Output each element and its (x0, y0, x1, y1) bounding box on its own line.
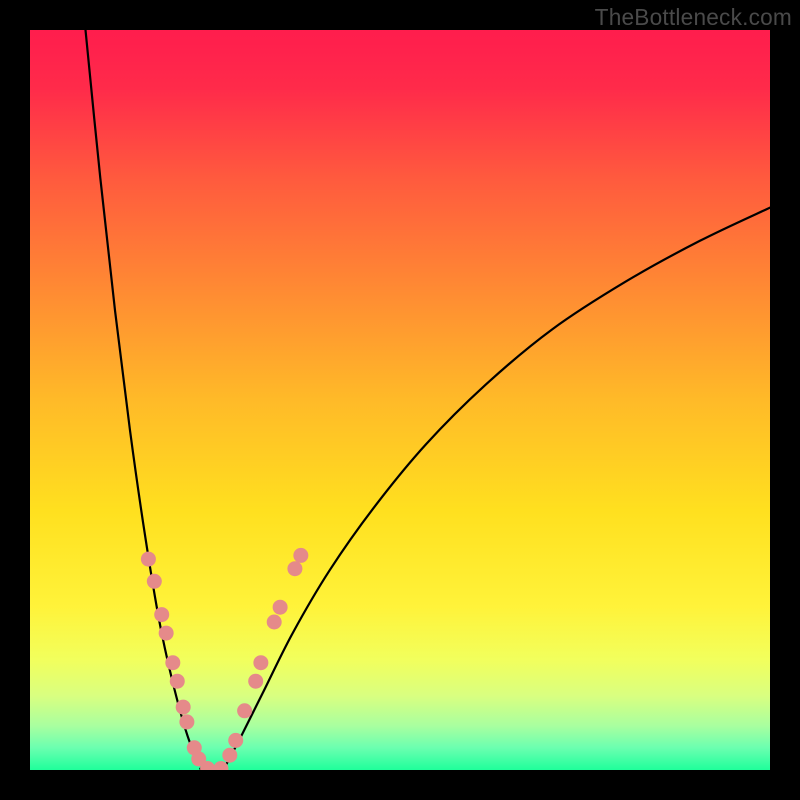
curve-marker (159, 626, 174, 641)
curve-layer (30, 30, 770, 770)
chart-frame: TheBottleneck.com (0, 0, 800, 800)
bottleneck-curve (86, 30, 771, 769)
curve-marker (154, 607, 169, 622)
curve-marker (228, 733, 243, 748)
curve-marker (179, 714, 194, 729)
curve-marker (293, 548, 308, 563)
watermark-text: TheBottleneck.com (595, 4, 792, 31)
curve-marker (248, 674, 263, 689)
curve-marker (273, 600, 288, 615)
curve-marker (165, 655, 180, 670)
curve-marker (147, 574, 162, 589)
curve-marker (237, 703, 252, 718)
curve-marker (287, 561, 302, 576)
curve-marker (176, 700, 191, 715)
curve-marker (222, 748, 237, 763)
curve-marker (170, 674, 185, 689)
curve-marker (253, 655, 268, 670)
plot-area (30, 30, 770, 770)
curve-marker (267, 615, 282, 630)
curve-marker (141, 552, 156, 567)
